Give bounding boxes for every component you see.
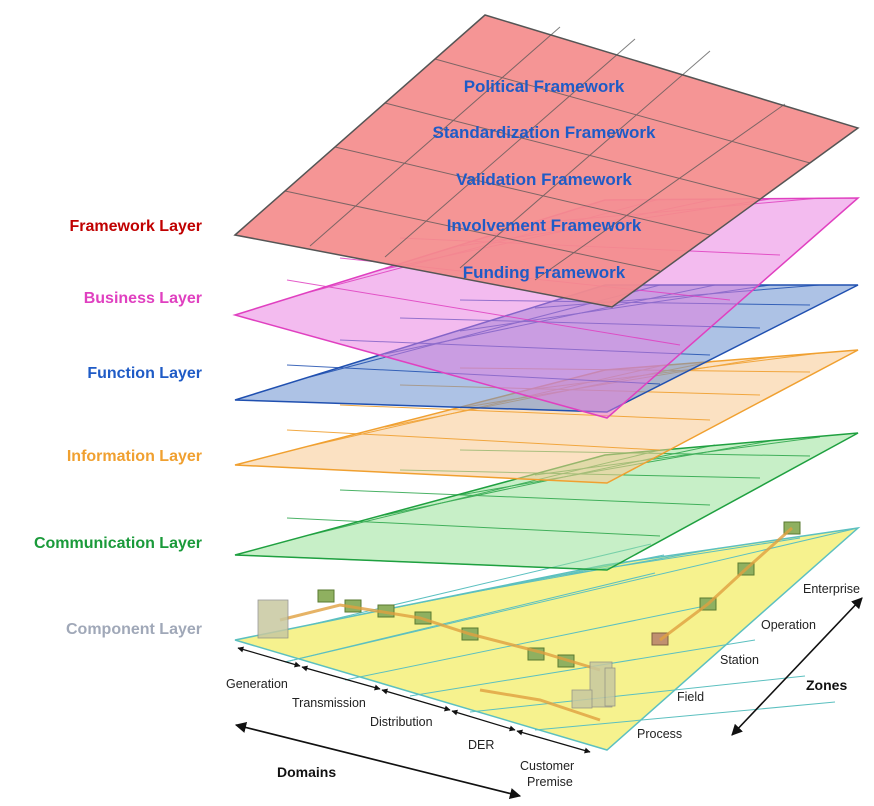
zone-field: Field xyxy=(677,690,704,704)
domain-distribution: Distribution xyxy=(370,715,433,729)
framework-item-standardization: Standardization Framework xyxy=(433,123,656,142)
domain-premise: Premise xyxy=(527,775,573,789)
label-component-layer: Component Layer xyxy=(65,621,202,638)
framework-item-funding: Funding Framework xyxy=(463,263,626,282)
domain-transmission: Transmission xyxy=(292,696,366,710)
framework-item-validation: Validation Framework xyxy=(456,170,632,189)
framework-layer-plane: Political Framework Standardization Fram… xyxy=(233,14,860,308)
zones-title: Zones xyxy=(806,677,847,693)
domain-der: DER xyxy=(468,738,494,752)
label-business-layer: Business Layer xyxy=(83,290,202,307)
label-information-layer: Information Layer xyxy=(66,448,202,465)
framework-item-political: Political Framework xyxy=(464,77,625,96)
domain-generation: Generation xyxy=(226,677,288,691)
domains-axis: Generation Transmission Distribution DER… xyxy=(226,646,591,799)
framework-item-involvement: Involvement Framework xyxy=(447,216,642,235)
zone-operation: Operation xyxy=(761,618,816,632)
zones-axis: Process Field Station Operation Enterpri… xyxy=(637,582,863,741)
label-function-layer: Function Layer xyxy=(87,365,202,382)
label-communication-layer: Communication Layer xyxy=(33,535,202,552)
zone-process: Process xyxy=(637,727,682,741)
domains-title: Domains xyxy=(277,764,336,780)
zone-enterprise: Enterprise xyxy=(803,582,860,596)
label-framework-layer: Framework Layer xyxy=(69,218,202,235)
domain-customer: Customer xyxy=(520,759,574,773)
zone-station: Station xyxy=(720,653,759,667)
component-layer-plane xyxy=(234,521,861,751)
